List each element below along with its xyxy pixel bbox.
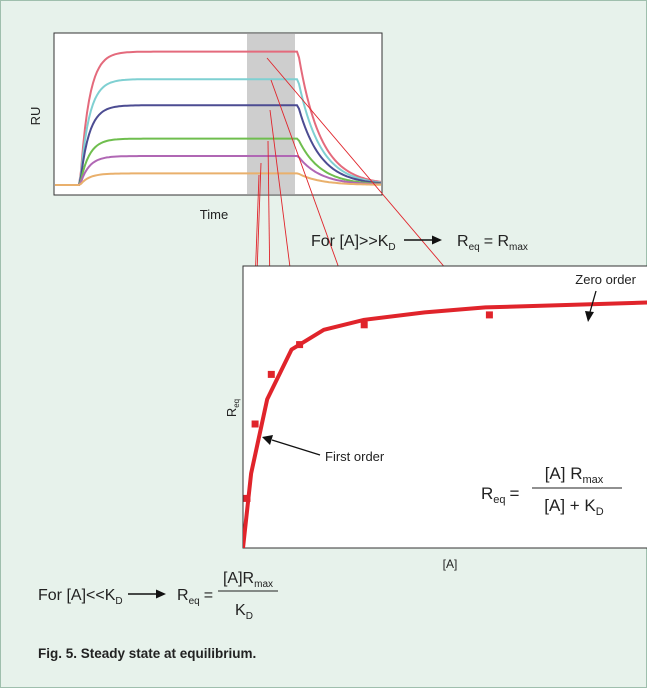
sensorgram: RU Time bbox=[28, 32, 383, 222]
svg-text:Req= Rmax: Req = Rmax bbox=[457, 233, 528, 253]
eq-high-prefix: For [A]>>K bbox=[311, 233, 389, 250]
formula-equals: = bbox=[510, 484, 520, 503]
svg-text:[A] + KD: [A] + KD bbox=[544, 496, 604, 518]
svg-text:[A]Rmax: [A]Rmax bbox=[223, 570, 273, 590]
equilibrium-formula: Req = [A] Rmax [A] + KD bbox=[481, 464, 622, 518]
eq-low-numerator: [A]R bbox=[223, 570, 254, 587]
svg-text:For [A]>>KD: For [A]>>KD bbox=[311, 233, 396, 253]
eq-high-lhs: R bbox=[457, 233, 469, 250]
eq-low-equals: = bbox=[204, 587, 213, 604]
eq-low-numerator-sub: max bbox=[254, 579, 273, 590]
formula-numerator-sub: max bbox=[583, 474, 604, 486]
sensorgram-trace bbox=[55, 155, 381, 186]
steady-state-band bbox=[247, 34, 295, 194]
svg-text:[A] Rmax: [A] Rmax bbox=[545, 464, 604, 486]
eq-low-prefix-sub: D bbox=[115, 596, 122, 607]
eq-high-rhs-sub: max bbox=[509, 242, 528, 253]
eq-low-denominator-sub: D bbox=[246, 611, 253, 622]
eq-high-lhs-sub: eq bbox=[469, 242, 480, 253]
sensorgram-trace bbox=[55, 78, 381, 186]
svg-text:Req: Req bbox=[224, 399, 241, 417]
arrow-left-icon bbox=[262, 435, 273, 445]
curve-marker bbox=[485, 311, 493, 319]
equilibrium-plot: Req [A] Zero order First order Req = [A] … bbox=[224, 265, 647, 571]
eq-low-lhs: R bbox=[177, 587, 189, 604]
first-order-label: First order bbox=[325, 449, 385, 464]
curve-markers bbox=[243, 311, 493, 502]
svg-text:Req=: Req = bbox=[177, 587, 213, 607]
sensorgram-trace bbox=[55, 172, 381, 186]
formula-numerator: [A] R bbox=[545, 464, 583, 483]
equilibrium-plot-frame bbox=[242, 265, 647, 549]
eq-high-equals: = R bbox=[484, 233, 509, 250]
formula-lhs-sub: eq bbox=[493, 494, 505, 506]
curve-marker bbox=[360, 321, 368, 329]
equation-low-concentration: For [A]<<KD Req = [A]Rmax KD bbox=[38, 570, 278, 622]
sensorgram-trace bbox=[55, 104, 381, 186]
binding-curve bbox=[243, 300, 647, 548]
formula-lhs: R bbox=[481, 484, 493, 503]
svg-text:Req=: Req = bbox=[481, 484, 520, 506]
curve-marker bbox=[296, 341, 304, 349]
arrow-down-icon bbox=[585, 311, 594, 322]
first-order-arrow bbox=[271, 439, 321, 456]
curve-marker bbox=[243, 494, 251, 502]
curve-marker bbox=[267, 370, 275, 378]
sensorgram-frame bbox=[53, 32, 383, 196]
plot-xlabel: [A] bbox=[443, 557, 458, 571]
eq-low-denominator: K bbox=[235, 602, 246, 619]
sensorgram-xlabel: Time bbox=[200, 207, 228, 222]
equation-high-concentration: For [A]>>KD Req = Rmax bbox=[311, 233, 528, 253]
eq-low-lhs-sub: eq bbox=[189, 596, 200, 607]
svg-text:For [A]<<KD: For [A]<<KD bbox=[38, 587, 123, 607]
figure-caption: Fig. 5. Steady state at equilibrium. bbox=[38, 646, 257, 661]
formula-denominator: [A] + K bbox=[544, 496, 596, 515]
eq-high-prefix-sub: D bbox=[388, 242, 395, 253]
sensorgram-trace bbox=[55, 137, 381, 186]
plot-ylabel: R bbox=[224, 408, 239, 417]
sensorgram-trace bbox=[55, 50, 381, 186]
zero-order-arrow bbox=[589, 290, 597, 313]
sensorgram-traces bbox=[55, 50, 381, 186]
sensorgram-ylabel: RU bbox=[28, 107, 43, 126]
arrow-right-icon bbox=[156, 589, 166, 599]
eq-low-prefix: For [A]<<K bbox=[38, 587, 116, 604]
curve-marker bbox=[251, 420, 259, 428]
plot-ylabel-sub: eq bbox=[232, 399, 241, 408]
formula-denominator-sub: D bbox=[596, 506, 604, 518]
arrow-right-icon bbox=[432, 235, 442, 245]
zero-order-label: Zero order bbox=[575, 272, 636, 287]
svg-text:KD: KD bbox=[235, 602, 253, 622]
